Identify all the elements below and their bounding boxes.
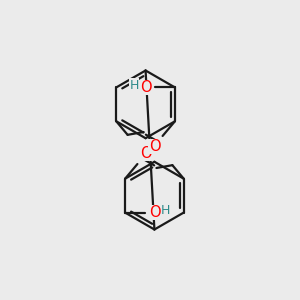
Text: O: O (140, 80, 152, 95)
Text: O: O (148, 139, 160, 154)
Text: O: O (140, 146, 152, 161)
Text: O: O (148, 205, 160, 220)
Text: H: H (161, 204, 170, 217)
Text: H: H (130, 79, 139, 92)
